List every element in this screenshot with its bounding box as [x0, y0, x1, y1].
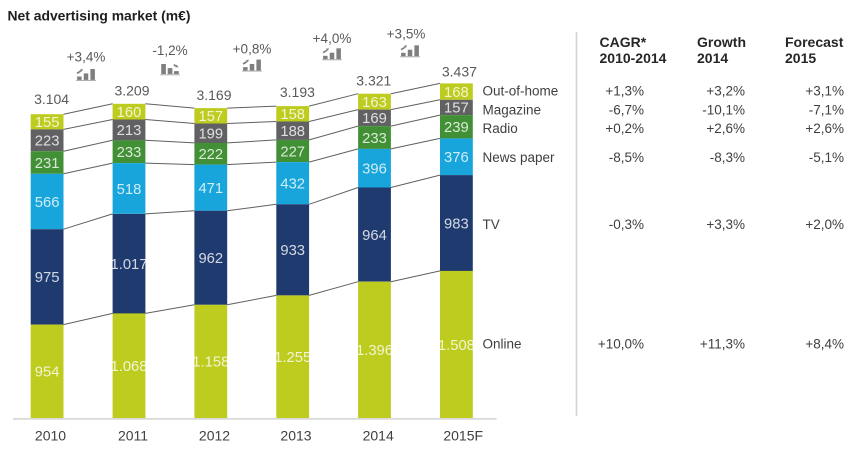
svg-text:-7,1%: -7,1%	[809, 103, 844, 118]
svg-text:+10,0%: +10,0%	[598, 337, 644, 352]
svg-text:+2,6%: +2,6%	[805, 121, 844, 136]
svg-text:Online: Online	[483, 337, 522, 352]
svg-text:3.437: 3.437	[442, 64, 477, 80]
svg-text:-1,2%: -1,2%	[152, 43, 187, 58]
svg-text:962: 962	[198, 251, 223, 267]
svg-text:+4,0%: +4,0%	[313, 31, 352, 46]
svg-text:168: 168	[444, 85, 469, 101]
svg-text:975: 975	[35, 270, 60, 286]
svg-text:2014: 2014	[363, 428, 394, 444]
svg-text:1.508: 1.508	[438, 338, 475, 354]
svg-text:233: 233	[117, 145, 142, 161]
svg-text:-8,3%: -8,3%	[710, 150, 745, 165]
svg-text:3.169: 3.169	[196, 87, 231, 103]
svg-text:160: 160	[117, 105, 142, 121]
svg-text:3.321: 3.321	[356, 73, 391, 89]
svg-text:964: 964	[362, 228, 387, 244]
svg-text:+3,2%: +3,2%	[706, 84, 745, 99]
svg-text:227: 227	[280, 144, 305, 160]
svg-text:News paper: News paper	[483, 150, 556, 165]
svg-text:155: 155	[35, 115, 60, 131]
svg-text:+2,0%: +2,0%	[805, 217, 844, 232]
svg-text:213: 213	[117, 123, 142, 139]
svg-text:Net advertising market (m€): Net advertising market (m€)	[8, 7, 191, 23]
svg-text:+1,3%: +1,3%	[605, 84, 644, 99]
svg-text:169: 169	[362, 111, 387, 127]
svg-text:Magazine: Magazine	[483, 103, 542, 118]
svg-text:2012: 2012	[199, 428, 230, 444]
svg-text:376: 376	[444, 150, 469, 166]
svg-text:1.396: 1.396	[356, 343, 393, 359]
svg-text:223: 223	[35, 134, 60, 150]
svg-text:222: 222	[198, 147, 223, 163]
svg-text:+3,5%: +3,5%	[387, 27, 426, 42]
svg-text:2010-2014: 2010-2014	[600, 50, 667, 66]
svg-text:566: 566	[35, 195, 60, 211]
svg-text:-6,7%: -6,7%	[609, 103, 644, 118]
svg-text:Forecast: Forecast	[785, 34, 844, 50]
svg-text:2011: 2011	[118, 428, 148, 444]
svg-text:+0,2%: +0,2%	[605, 121, 644, 136]
svg-text:+3,1%: +3,1%	[805, 84, 844, 99]
svg-text:157: 157	[198, 109, 223, 125]
svg-text:2010: 2010	[35, 428, 66, 444]
svg-text:239: 239	[444, 120, 469, 136]
svg-text:188: 188	[280, 124, 305, 140]
svg-text:3.104: 3.104	[34, 91, 69, 107]
svg-text:158: 158	[280, 107, 305, 123]
svg-text:-10,1%: -10,1%	[702, 103, 745, 118]
svg-text:2013: 2013	[280, 428, 311, 444]
svg-text:983: 983	[444, 216, 469, 232]
svg-text:1.068: 1.068	[110, 359, 147, 375]
svg-text:396: 396	[362, 162, 387, 178]
svg-text:+2,6%: +2,6%	[706, 121, 745, 136]
svg-text:-8,5%: -8,5%	[609, 150, 644, 165]
svg-text:1.158: 1.158	[192, 355, 229, 371]
svg-text:+8,4%: +8,4%	[805, 337, 844, 352]
svg-text:3.193: 3.193	[280, 84, 315, 100]
svg-text:2014: 2014	[697, 50, 728, 66]
svg-text:CAGR*: CAGR*	[600, 34, 647, 50]
svg-text:1.255: 1.255	[274, 350, 311, 366]
svg-text:2015F: 2015F	[443, 428, 483, 444]
svg-text:Out-of-home: Out-of-home	[483, 84, 559, 99]
svg-text:+0,8%: +0,8%	[233, 42, 272, 57]
svg-text:199: 199	[198, 127, 223, 143]
svg-text:+3,3%: +3,3%	[706, 217, 745, 232]
svg-text:-0,3%: -0,3%	[609, 217, 644, 232]
svg-text:471: 471	[198, 181, 223, 197]
svg-text:231: 231	[35, 156, 60, 172]
svg-text:+11,3%: +11,3%	[700, 337, 745, 352]
svg-text:233: 233	[362, 131, 387, 147]
svg-text:Growth: Growth	[697, 34, 746, 50]
svg-text:TV: TV	[483, 217, 500, 232]
svg-text:3.209: 3.209	[114, 83, 149, 99]
svg-text:163: 163	[362, 95, 387, 111]
svg-text:432: 432	[280, 177, 305, 193]
svg-text:157: 157	[444, 101, 469, 117]
svg-text:+3,4%: +3,4%	[67, 50, 106, 65]
svg-text:518: 518	[117, 182, 142, 198]
svg-text:1.017: 1.017	[110, 257, 147, 273]
svg-text:Radio: Radio	[483, 121, 518, 136]
svg-text:-5,1%: -5,1%	[809, 150, 844, 165]
svg-text:954: 954	[35, 365, 60, 381]
svg-text:933: 933	[280, 243, 305, 259]
svg-text:2015: 2015	[785, 50, 816, 66]
